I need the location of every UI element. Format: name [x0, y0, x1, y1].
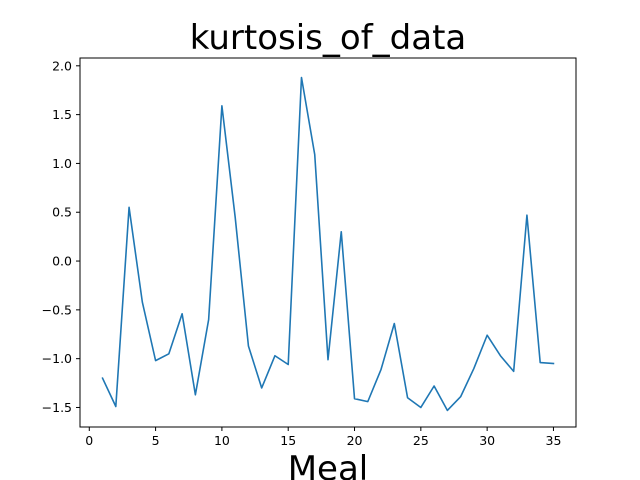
- data-point: [420, 407, 422, 409]
- x-tick-label: 20: [347, 433, 363, 448]
- series-line: [101, 76, 555, 412]
- axes-frame: [79, 57, 577, 428]
- y-tick-label: 2.0: [52, 58, 72, 73]
- data-point: [274, 355, 276, 357]
- data-point: [248, 345, 250, 347]
- data-point: [513, 371, 515, 373]
- data-point: [354, 398, 356, 400]
- data-point: [314, 154, 316, 156]
- x-tick-label: 5: [152, 433, 160, 448]
- data-point: [168, 353, 170, 355]
- data-point: [287, 364, 289, 366]
- data-point: [221, 105, 223, 107]
- data-point: [301, 77, 303, 79]
- data-point: [486, 334, 488, 336]
- data-point: [208, 319, 210, 321]
- data-point: [526, 214, 528, 216]
- data-point: [142, 301, 144, 303]
- data-point: [500, 355, 502, 357]
- data-point: [128, 207, 130, 209]
- data-point: [447, 410, 449, 412]
- data-point: [433, 385, 435, 387]
- data-point: [340, 231, 342, 233]
- chart-title: kurtosis_of_data: [190, 18, 467, 58]
- data-point: [327, 359, 329, 361]
- x-tick-label: 15: [280, 433, 296, 448]
- x-tick-label: 30: [479, 433, 495, 448]
- y-tick-label: 1.5: [52, 107, 72, 122]
- data-point: [102, 377, 104, 379]
- data-point: [115, 406, 117, 408]
- data-point: [261, 387, 263, 389]
- data-point: [367, 401, 369, 403]
- x-tick-label: 25: [413, 433, 429, 448]
- y-tick-label: −1.0: [42, 351, 72, 366]
- x-axis-label: Meal: [288, 449, 369, 480]
- data-point: [181, 313, 183, 315]
- data-point: [460, 396, 462, 398]
- data-point: [195, 394, 197, 396]
- y-tick-label: 0.5: [52, 205, 72, 220]
- x-axis: 0 5 10 15 20 25 30 35: [85, 427, 561, 448]
- x-tick-label: 35: [546, 433, 562, 448]
- data-point: [155, 360, 157, 362]
- y-tick-label: −1.5: [42, 400, 72, 415]
- data-point: [380, 369, 382, 371]
- y-axis: −1.5 −1.0 −0.5 0.0 0.5 1.0 1.5 2.0: [42, 58, 80, 415]
- x-tick-label: 0: [85, 433, 93, 448]
- data-point: [553, 363, 555, 365]
- plot-area: [101, 76, 555, 412]
- data-point: [407, 397, 409, 399]
- data-point: [234, 216, 236, 218]
- data-point: [539, 362, 541, 364]
- data-point: [473, 368, 475, 370]
- y-tick-label: 0.0: [52, 254, 72, 269]
- x-tick-label: 10: [214, 433, 230, 448]
- y-tick-label: −0.5: [42, 302, 72, 317]
- data-point: [394, 323, 396, 325]
- y-tick-label: 1.0: [52, 156, 72, 171]
